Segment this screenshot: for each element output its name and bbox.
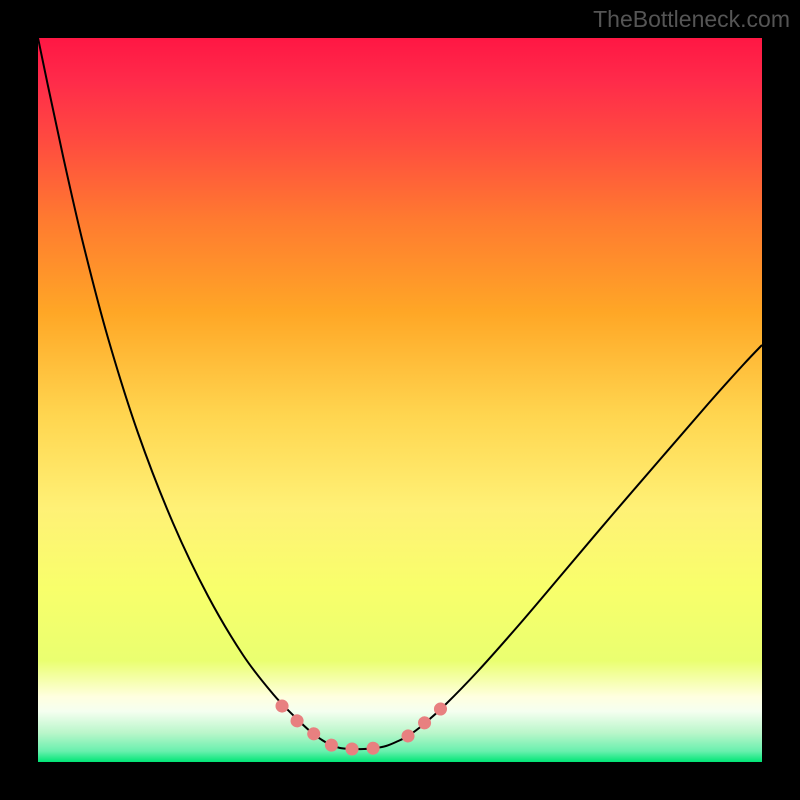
plot-area [38,38,762,762]
gradient-background [38,38,762,762]
chart-svg [38,38,762,762]
chart-container: { "watermark": { "text": "TheBottleneck.… [0,0,800,800]
curve-highlight-markers [282,704,446,749]
bottleneck-curve [38,38,762,749]
watermark-text: TheBottleneck.com [593,6,790,33]
